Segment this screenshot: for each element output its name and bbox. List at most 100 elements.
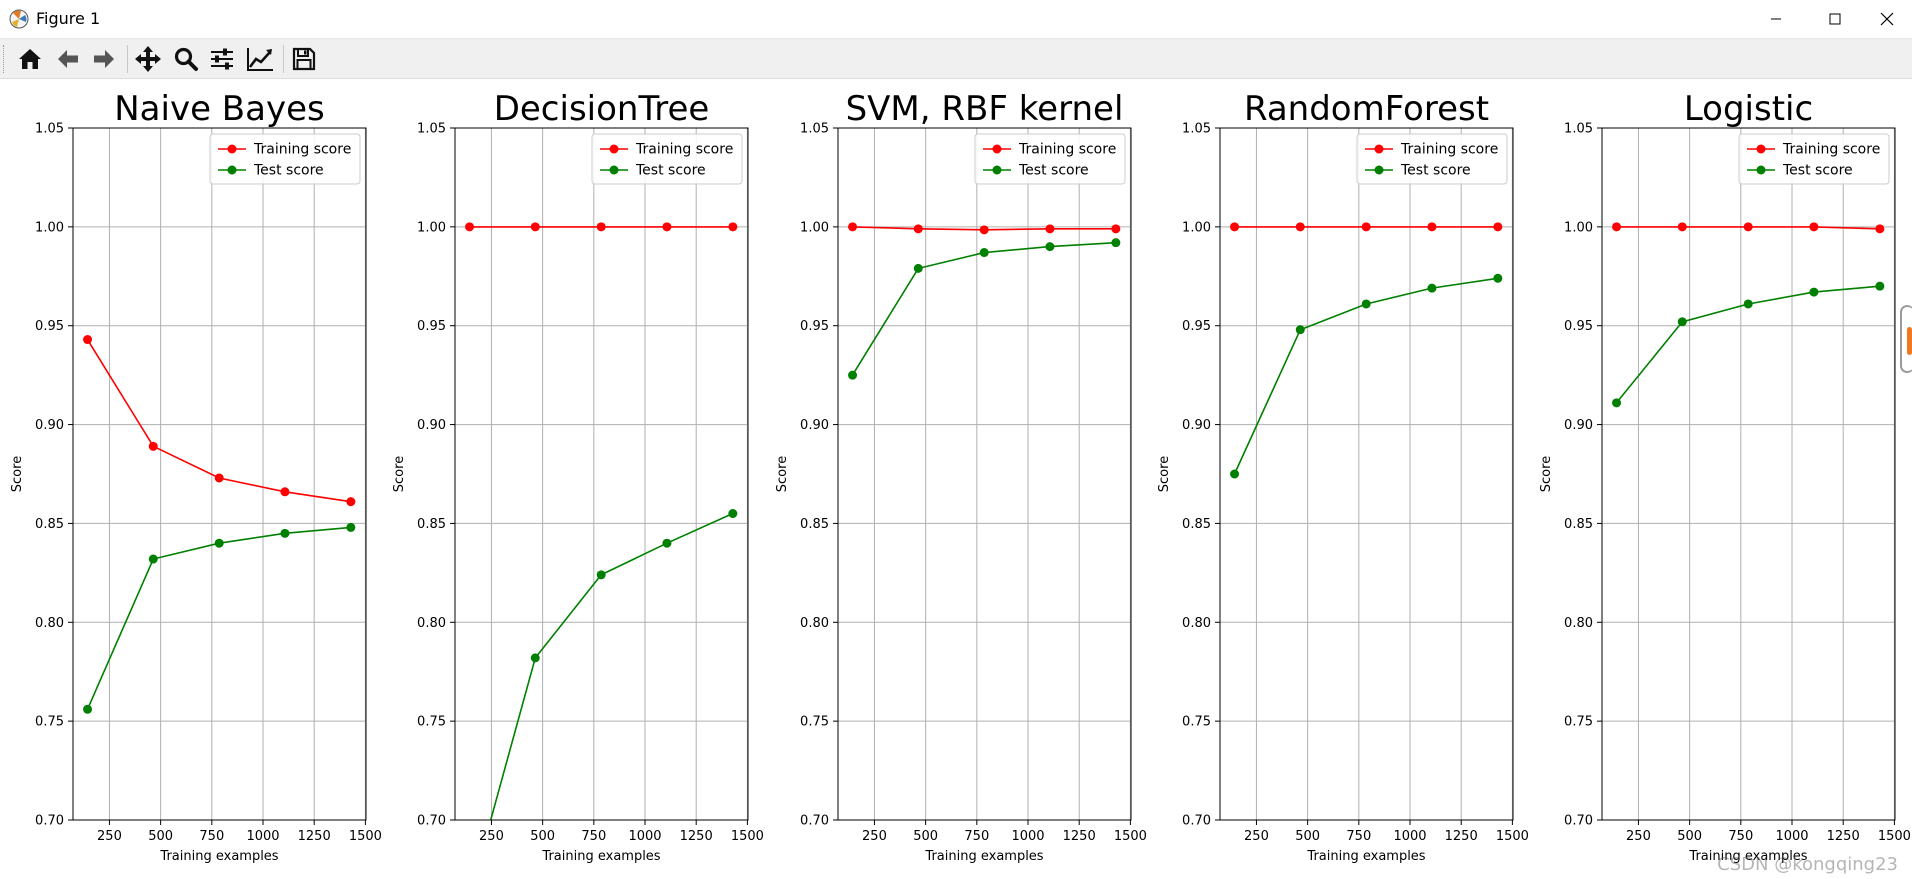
- home-button[interactable]: [14, 43, 46, 75]
- x-tick-label: 1000: [1775, 829, 1808, 844]
- y-tick-label: 0.80: [1564, 616, 1593, 631]
- x-tick-label: 1500: [349, 829, 382, 844]
- legend-training-marker: [1756, 144, 1766, 154]
- test-score-line: [86, 526, 351, 710]
- edit-axes-button[interactable]: [244, 43, 276, 75]
- subplot-5: 0.70 0.75 0.80 0.85 0.90 0.95 1.00 1.05 250 500 75…: [1539, 89, 1911, 864]
- toolbar-separator: [283, 45, 284, 73]
- y-tick-label: 0.75: [800, 715, 829, 730]
- y-tick-label: 1.05: [35, 122, 64, 137]
- subplot-title: SVM, RBF kernel: [846, 89, 1124, 129]
- training-score-point: [1361, 222, 1371, 232]
- axes-frame: [1219, 127, 1514, 821]
- y-tick-label: 1.00: [800, 220, 829, 235]
- home-icon: [19, 49, 41, 69]
- y-tick-label: 0.75: [1182, 715, 1211, 730]
- zoom-button[interactable]: [170, 43, 202, 75]
- page-scroll-handle[interactable]: [1900, 305, 1912, 373]
- legend-test-marker: [227, 165, 237, 175]
- subplot-1: 0.70 0.75 0.80 0.85 0.90 0.95 1.00 1.05 250 500 75…: [10, 89, 382, 864]
- y-tick-label: 1.05: [1564, 122, 1593, 137]
- legend: Training score Test score: [974, 133, 1126, 185]
- magnifier-icon: [174, 47, 198, 71]
- x-axis-label: Training examples: [541, 849, 660, 864]
- x-tick-label: 1250: [1827, 829, 1860, 844]
- forward-button[interactable]: [88, 43, 120, 75]
- y-axis-label: Score: [1539, 456, 1554, 492]
- arrow-left-icon: [58, 50, 78, 68]
- x-tick-label: 250: [479, 829, 504, 844]
- y-tick-label: 0.95: [800, 319, 829, 334]
- test-score-series: [83, 522, 356, 714]
- test-score-point: [1361, 299, 1371, 309]
- minimize-button[interactable]: [1753, 0, 1799, 38]
- pan-button[interactable]: [132, 43, 164, 75]
- subplot-title: Naive Bayes: [114, 89, 324, 129]
- figure-canvas[interactable]: 0.70 0.75 0.80 0.85 0.90 0.95 1.00 1.05 250 500 75…: [0, 80, 1912, 879]
- training-score-point: [1427, 222, 1437, 232]
- y-tick-label: 1.00: [35, 220, 64, 235]
- maximize-button[interactable]: [1812, 0, 1858, 38]
- test-score-point: [1295, 325, 1305, 335]
- toolbar-separator: [127, 45, 128, 73]
- legend-test-marker: [609, 165, 619, 175]
- training-score-point: [214, 473, 224, 483]
- training-score-point: [1612, 222, 1622, 232]
- x-tick-label: 500: [913, 829, 938, 844]
- training-score-series: [83, 335, 356, 507]
- test-score-point: [1612, 398, 1622, 408]
- y-axis-label: Score: [10, 456, 25, 492]
- subplot-title: DecisionTree: [494, 89, 710, 129]
- subplot-2: 0.70 0.75 0.80 0.85 0.90 0.95 1.00 1.05 250 500 75…: [392, 89, 764, 864]
- back-button[interactable]: [52, 43, 84, 75]
- x-tick-label: 500: [148, 829, 173, 844]
- move-icon: [135, 46, 161, 72]
- training-score-point: [148, 441, 158, 451]
- line-chart-icon: [247, 48, 273, 71]
- y-tick-label: 0.90: [417, 418, 446, 433]
- save-button[interactable]: [288, 43, 320, 75]
- x-tick-label: 1250: [298, 829, 331, 844]
- training-score-point: [1809, 222, 1819, 232]
- arrow-right-icon: [94, 50, 114, 68]
- legend-training-label: Training score: [253, 142, 351, 158]
- test-score-point: [1045, 242, 1055, 252]
- close-button[interactable]: [1864, 0, 1910, 38]
- legend-training-marker: [609, 144, 619, 154]
- x-tick-label: 1250: [680, 829, 713, 844]
- x-tick-label: 1500: [1496, 829, 1529, 844]
- y-tick-label: 0.90: [1182, 418, 1211, 433]
- legend-box: [209, 133, 361, 185]
- legend-test-label: Test score: [635, 163, 706, 179]
- test-score-point: [1743, 299, 1753, 309]
- test-score-point: [848, 370, 858, 380]
- close-icon: [1880, 12, 1894, 26]
- y-tick-label: 0.85: [1182, 517, 1211, 532]
- training-score-series: [848, 222, 1121, 235]
- test-score-point: [280, 528, 290, 538]
- legend-test-label: Test score: [1782, 163, 1853, 179]
- legend-training-marker: [992, 144, 1002, 154]
- training-score-point: [913, 224, 923, 234]
- legend-test-marker: [1756, 165, 1766, 175]
- test-score-point: [913, 263, 923, 273]
- y-tick-label: 1.05: [1182, 122, 1211, 137]
- x-tick-label: 1000: [1011, 829, 1044, 844]
- test-score-point: [1493, 273, 1503, 283]
- maximize-icon: [1829, 13, 1841, 25]
- y-tick-label: 1.00: [417, 220, 446, 235]
- x-tick-label: 1500: [1114, 829, 1147, 844]
- y-axis-label: Score: [1157, 456, 1172, 492]
- x-tick-label: 750: [199, 829, 224, 844]
- x-tick-label: 250: [1626, 829, 1651, 844]
- y-tick-label: 0.75: [1564, 715, 1593, 730]
- legend-training-label: Training score: [1018, 142, 1116, 158]
- legend-training-label: Training score: [635, 142, 733, 158]
- legend: Training score Test score: [1356, 133, 1508, 185]
- test-score-point: [662, 538, 672, 548]
- axes-frame: [1601, 127, 1896, 821]
- training-score-point: [728, 222, 738, 232]
- training-score-point: [1677, 222, 1687, 232]
- toolbar-grip: [3, 45, 7, 73]
- configure-subplots-button[interactable]: [206, 43, 238, 75]
